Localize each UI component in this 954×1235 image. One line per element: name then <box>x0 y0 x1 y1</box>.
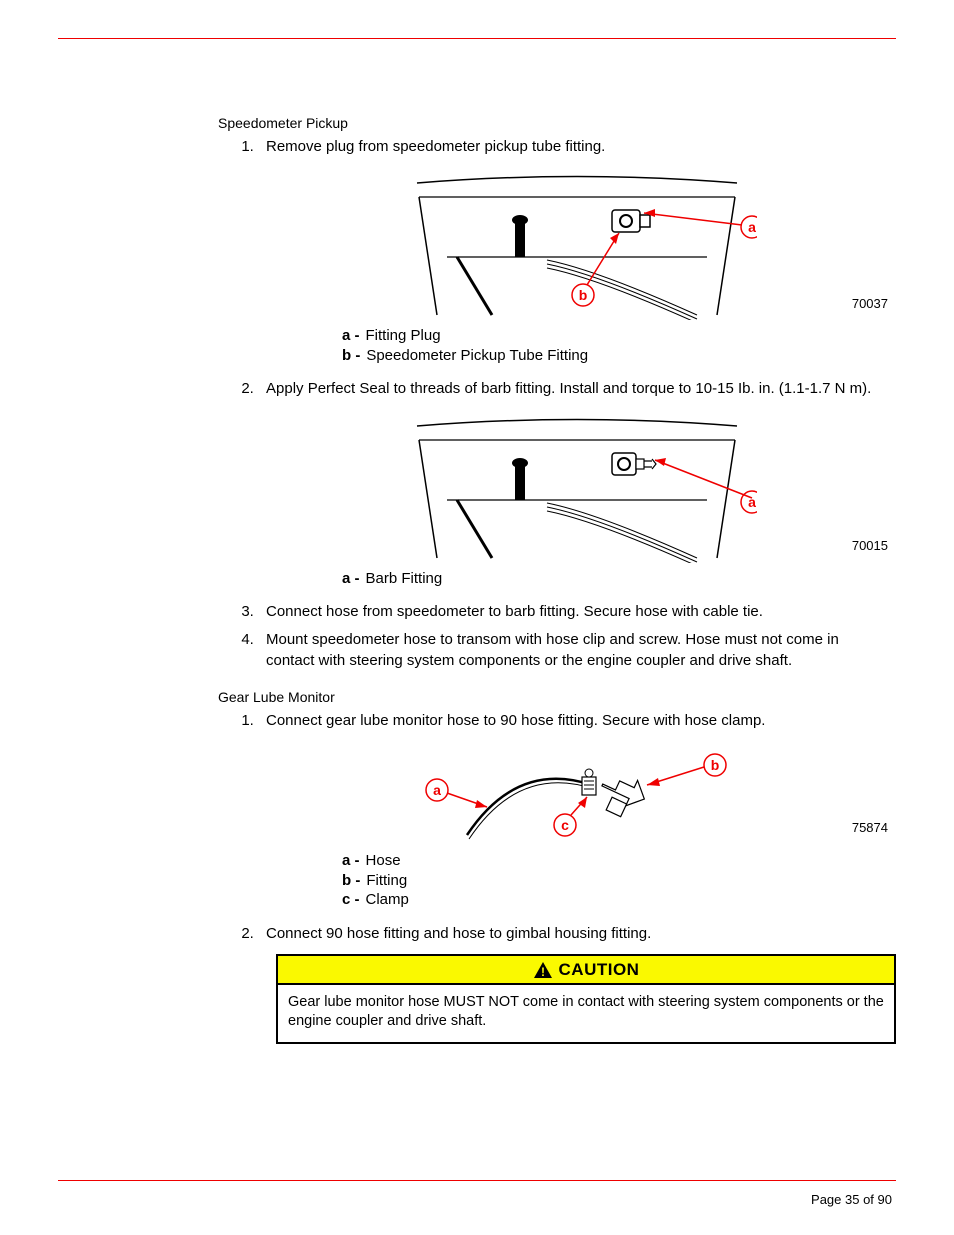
legend-row: a - Barb Fitting <box>342 569 888 589</box>
legend-row: c - Clamp <box>342 890 888 910</box>
legend-row: a - Hose <box>342 851 888 871</box>
step-a2-text: Apply Perfect Seal to threads of barb fi… <box>266 380 871 397</box>
step-a4-text: Mount speedometer hose to transom with h… <box>266 631 839 668</box>
legend-text-b: Fitting <box>366 871 407 891</box>
legend-tag-a: a - <box>342 326 360 346</box>
caution-notice: ! CAUTION Gear lube monitor hose MUST NO… <box>276 954 896 1044</box>
figure-70037: a b 70037 <box>266 165 888 320</box>
caution-body: Gear lube monitor hose MUST NOT come in … <box>278 985 894 1042</box>
caution-header: ! CAUTION <box>278 956 894 985</box>
step-a3: Connect hose from speedometer to barb fi… <box>258 602 888 622</box>
step-b2: Connect 90 hose fitting and hose to gimb… <box>258 924 888 944</box>
step-a1: Remove plug from speedometer pickup tube… <box>258 137 888 365</box>
svg-text:b: b <box>579 287 588 303</box>
page-number: Page 35 of 90 <box>811 1192 892 1207</box>
legend-row: b - Fitting <box>342 871 888 891</box>
figure-75874-svg: a b c <box>407 745 747 845</box>
figure-70037-legend: a - Fitting Plug b - Speedometer Pickup … <box>342 326 888 365</box>
legend-tag-a: a - <box>342 569 360 589</box>
figure-70015-svg: a <box>397 408 757 563</box>
caution-label: CAUTION <box>559 960 640 980</box>
section-a-steps: Remove plug from speedometer pickup tube… <box>258 137 896 671</box>
svg-text:b: b <box>711 757 720 773</box>
figure-75874-id: 75874 <box>852 819 888 837</box>
legend-row: a - Fitting Plug <box>342 326 888 346</box>
legend-text-a: Fitting Plug <box>366 326 441 346</box>
figure-70037-svg: a b <box>397 165 757 320</box>
legend-text-a: Hose <box>366 851 401 871</box>
section-b-title: Gear Lube Monitor <box>218 689 896 705</box>
step-a2: Apply Perfect Seal to threads of barb fi… <box>258 379 888 588</box>
figure-70015-legend: a - Barb Fitting <box>342 569 888 589</box>
step-b1: Connect gear lube monitor hose to 90 hos… <box>258 711 888 910</box>
bottom-rule <box>58 1180 896 1181</box>
figure-75874: a b c 75874 <box>266 745 888 845</box>
section-a-title: Speedometer Pickup <box>218 115 896 131</box>
step-b2-text: Connect 90 hose fitting and hose to gimb… <box>266 925 651 942</box>
step-b1-text: Connect gear lube monitor hose to 90 hos… <box>266 712 765 729</box>
figure-75874-legend: a - Hose b - Fitting c - Clamp <box>342 851 888 910</box>
legend-row: b - Speedometer Pickup Tube Fitting <box>342 346 888 366</box>
legend-text-c: Clamp <box>366 890 409 910</box>
legend-tag-a: a - <box>342 851 360 871</box>
svg-text:a: a <box>748 219 756 235</box>
svg-text:!: ! <box>541 965 545 979</box>
legend-tag-b: b - <box>342 871 360 891</box>
top-rule <box>58 38 896 39</box>
legend-text-a: Barb Fitting <box>366 569 443 589</box>
step-a4: Mount speedometer hose to transom with h… <box>258 630 888 671</box>
section-b-steps: Connect gear lube monitor hose to 90 hos… <box>258 711 896 944</box>
warning-icon: ! <box>533 961 553 979</box>
figure-70015: a 70015 <box>266 408 888 563</box>
figure-70015-id: 70015 <box>852 537 888 555</box>
step-a1-text: Remove plug from speedometer pickup tube… <box>266 138 605 155</box>
page: Speedometer Pickup Remove plug from spee… <box>0 0 954 1235</box>
legend-tag-b: b - <box>342 346 360 366</box>
legend-tag-c: c - <box>342 890 360 910</box>
content: Speedometer Pickup Remove plug from spee… <box>58 115 896 1044</box>
step-a3-text: Connect hose from speedometer to barb fi… <box>266 603 763 620</box>
svg-text:c: c <box>561 817 569 833</box>
legend-text-b: Speedometer Pickup Tube Fitting <box>366 346 588 366</box>
figure-70037-id: 70037 <box>852 295 888 313</box>
svg-text:a: a <box>748 494 756 510</box>
svg-text:a: a <box>433 782 441 798</box>
